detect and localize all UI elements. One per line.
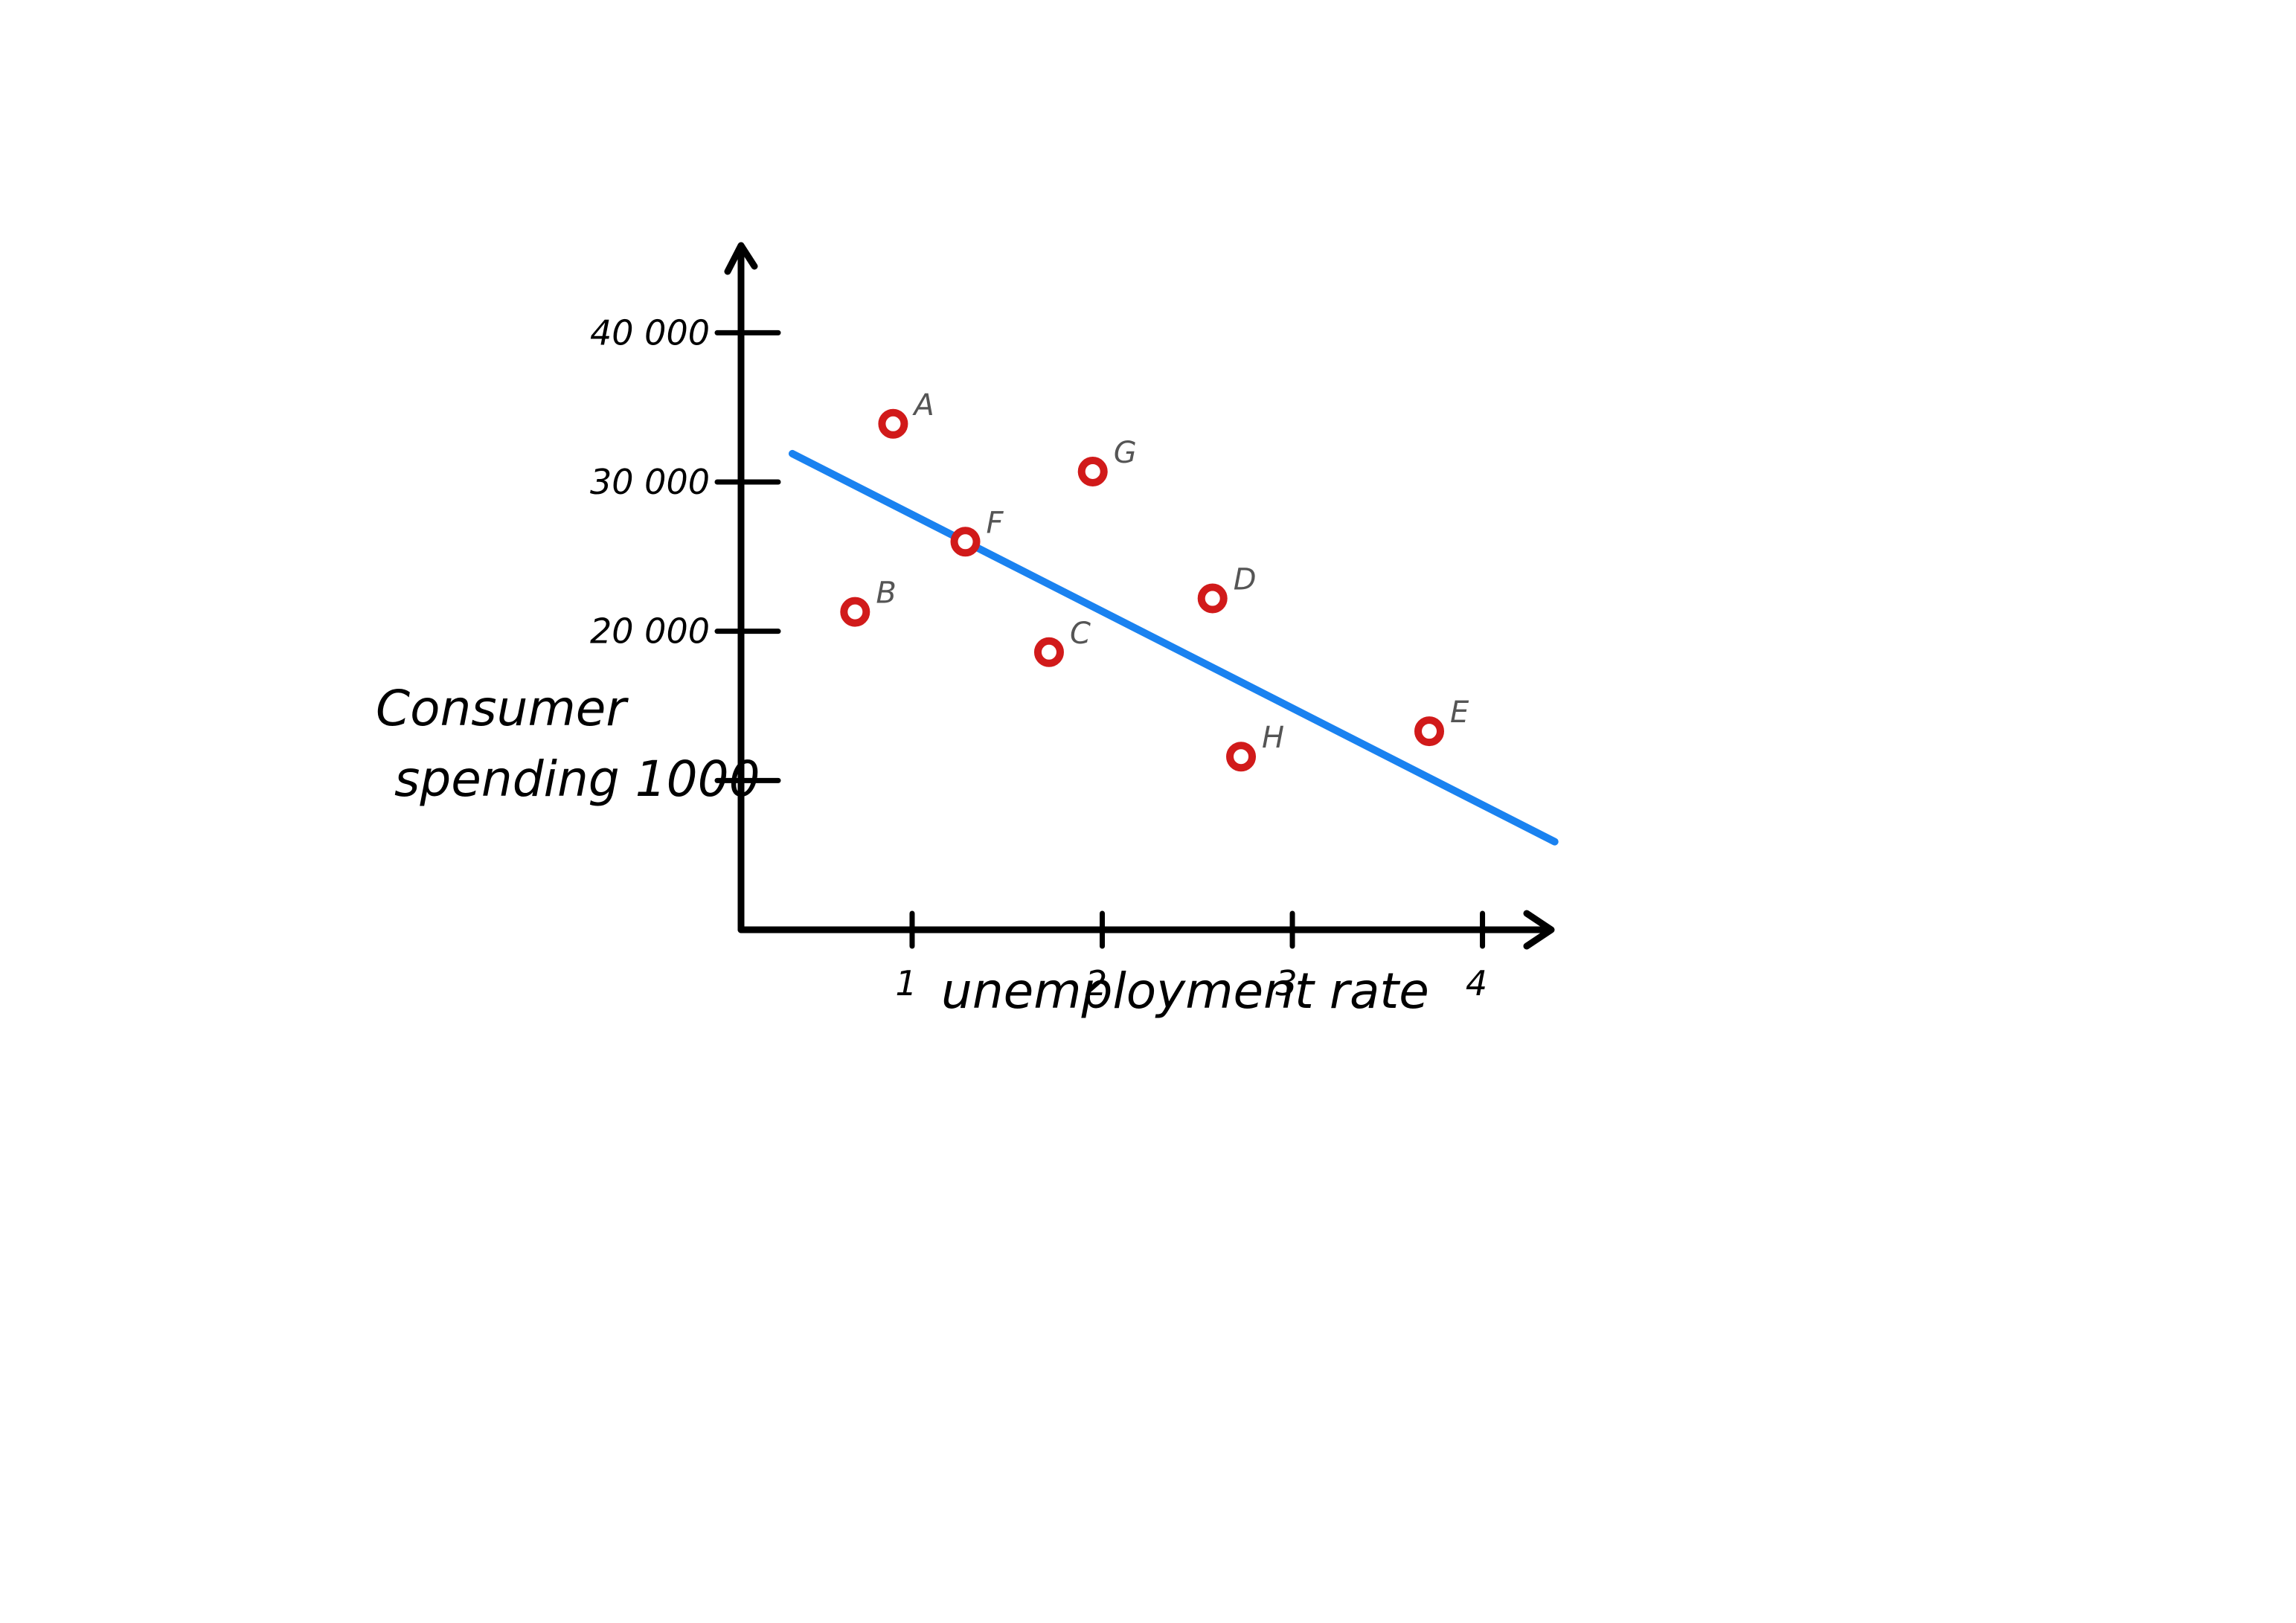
trend-line <box>788 449 1559 846</box>
point-label-d: D <box>1234 563 1257 597</box>
y-axis-label-line-1: Consumer <box>376 680 629 737</box>
point-h <box>1226 742 1257 772</box>
point-label-h: H <box>1262 721 1284 755</box>
x-tick-label-4: 4 <box>1466 963 1487 1003</box>
point-a <box>878 408 908 439</box>
point-label-c: C <box>1070 617 1091 651</box>
y-axis-arrowhead <box>724 242 758 275</box>
point-label-f: F <box>987 506 1004 540</box>
x-axis-label: unemployment rate <box>941 962 1429 1020</box>
point-d <box>1197 583 1228 614</box>
ticks-layer: 1 2 3 4 20 000 30 000 40 000 <box>590 312 1487 1003</box>
point-label-b: B <box>876 576 896 611</box>
x-tick-label-2: 2 <box>1086 963 1107 1003</box>
point-b <box>840 597 870 627</box>
x-tick-label-3: 3 <box>1275 963 1297 1003</box>
y-tick-label-2: 20 000 <box>590 611 710 652</box>
point-e <box>1414 716 1445 747</box>
point-f <box>950 527 981 557</box>
y-tick-label-4: 40 000 <box>590 312 710 353</box>
point-g <box>1077 456 1108 486</box>
y-tick-label-3: 30 000 <box>590 462 710 502</box>
point-c <box>1033 637 1064 667</box>
points-layer: A B C D E F G H <box>840 388 1469 772</box>
point-label-e: E <box>1450 695 1469 730</box>
point-label-g: G <box>1114 436 1137 470</box>
point-label-a: A <box>911 388 934 422</box>
trend-layer <box>788 449 1559 846</box>
x-axis-arrowhead <box>1523 910 1555 950</box>
y-axis-label-line-2: spending 1000 <box>394 751 760 808</box>
x-tick-label-1: 1 <box>895 963 917 1003</box>
